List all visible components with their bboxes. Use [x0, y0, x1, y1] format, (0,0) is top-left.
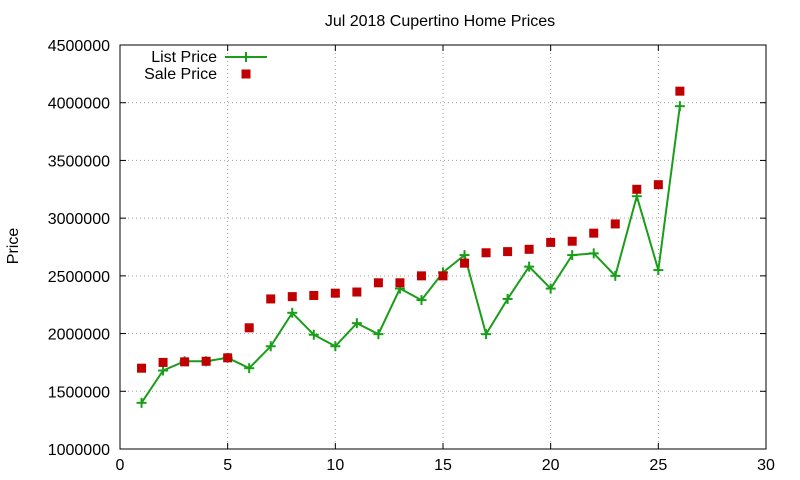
x-tick-label: 20 [542, 457, 560, 474]
list-price-point [545, 283, 556, 294]
chart-title: Jul 2018 Cupertino Home Prices [325, 13, 555, 30]
x-tick-label: 10 [326, 457, 344, 474]
list-price-point [610, 270, 621, 281]
list-price-point [524, 261, 535, 272]
legend-label-list-price: List Price [151, 49, 217, 66]
legend-item-sale-price: Sale Price [144, 66, 251, 83]
list-price-point [373, 329, 384, 340]
y-axis-label: Price [5, 228, 22, 265]
x-tick-label: 30 [757, 457, 775, 474]
list-price-point [674, 101, 685, 112]
list-price-point [287, 307, 298, 318]
x-tick-label: 15 [434, 457, 452, 474]
sale-price-point [503, 247, 513, 257]
series-layer [136, 86, 685, 408]
sale-price-point [653, 180, 663, 190]
sale-price-point [460, 258, 470, 268]
y-tick-label: 2000000 [48, 327, 110, 344]
sale-price-point [180, 357, 190, 367]
sale-price-point [137, 363, 147, 373]
sale-price-point [352, 287, 362, 297]
list-price-point [459, 250, 470, 261]
legend-marker-list-price [241, 52, 251, 62]
sale-price-point [675, 86, 685, 96]
sale-price-point [481, 248, 491, 258]
list-price-point [481, 329, 492, 340]
list-price-point [653, 265, 664, 276]
list-price-point [158, 365, 169, 376]
y-tick-label: 1500000 [48, 384, 110, 401]
sale-price-point [610, 219, 620, 229]
sale-price-point [373, 278, 383, 288]
x-tick-label: 0 [116, 457, 125, 474]
x-tick-label: 5 [223, 457, 232, 474]
sale-price-point [223, 353, 233, 363]
sale-price-point [567, 236, 577, 246]
sale-price-point [524, 244, 534, 254]
sale-price-point [330, 288, 340, 298]
legend-item-list-price: List Price [151, 49, 267, 66]
list-price-point [351, 318, 362, 329]
sale-price-point [158, 357, 168, 367]
y-tick-label: 3500000 [48, 153, 110, 170]
sale-price-point [201, 356, 211, 366]
list-price-point [567, 250, 578, 261]
list-price-point [244, 363, 255, 374]
y-tick-label: 4500000 [48, 38, 110, 55]
sale-price-point [395, 278, 405, 288]
y-tick-label: 2500000 [48, 269, 110, 286]
grid-layer [120, 45, 766, 449]
sale-price-point [244, 323, 254, 333]
list-price-point [265, 341, 276, 352]
series-sale-price [137, 86, 685, 373]
list-price-point [588, 248, 599, 259]
legend-marker-sale-price [241, 69, 251, 79]
x-tick-label: 25 [649, 457, 667, 474]
sale-price-point [438, 271, 448, 281]
legend-label-sale-price: Sale Price [144, 66, 217, 83]
y-tick-label: 3000000 [48, 211, 110, 228]
sale-price-point [266, 294, 276, 304]
axes-layer: 0 5 10 15 20 25 30 1000000 1500000 2000000 2500000… [48, 38, 775, 474]
sale-price-point [589, 228, 599, 238]
list-price-point [330, 341, 341, 352]
list-price-point [308, 329, 319, 340]
list-price-point [416, 295, 427, 306]
sale-price-point [632, 184, 642, 194]
y-tick-label: 1000000 [48, 442, 110, 459]
sale-price-point [287, 292, 297, 302]
text-layer: Jul 2018 Cupertino Home Prices Price [5, 13, 555, 264]
list-price-point [502, 293, 513, 304]
list-price-point [136, 397, 147, 408]
sale-price-point [309, 290, 319, 300]
sale-price-point [546, 237, 556, 247]
y-tick-label: 4000000 [48, 96, 110, 113]
sale-price-point [416, 271, 426, 281]
